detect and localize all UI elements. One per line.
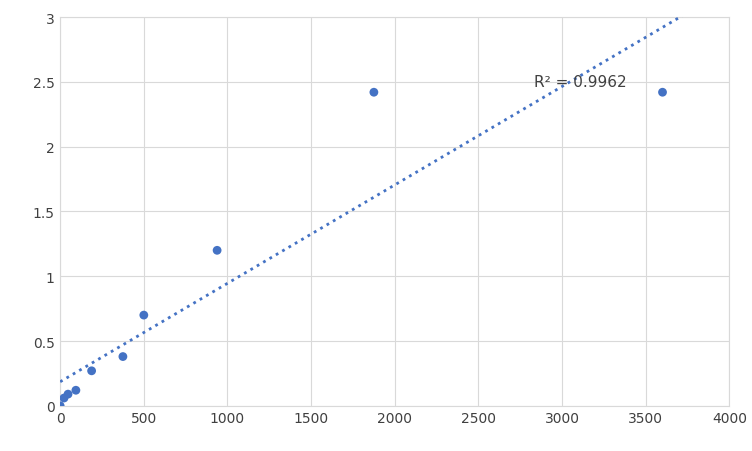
Point [138, 312, 150, 319]
Point [54, 402, 66, 410]
Text: R² = 0.9962: R² = 0.9962 [534, 75, 626, 90]
Point [86, 368, 98, 375]
Point [656, 89, 669, 97]
Point [58, 395, 70, 402]
Point [117, 353, 129, 360]
Point [70, 387, 82, 394]
Point [62, 391, 74, 398]
Point [211, 247, 223, 254]
Point [368, 89, 380, 97]
